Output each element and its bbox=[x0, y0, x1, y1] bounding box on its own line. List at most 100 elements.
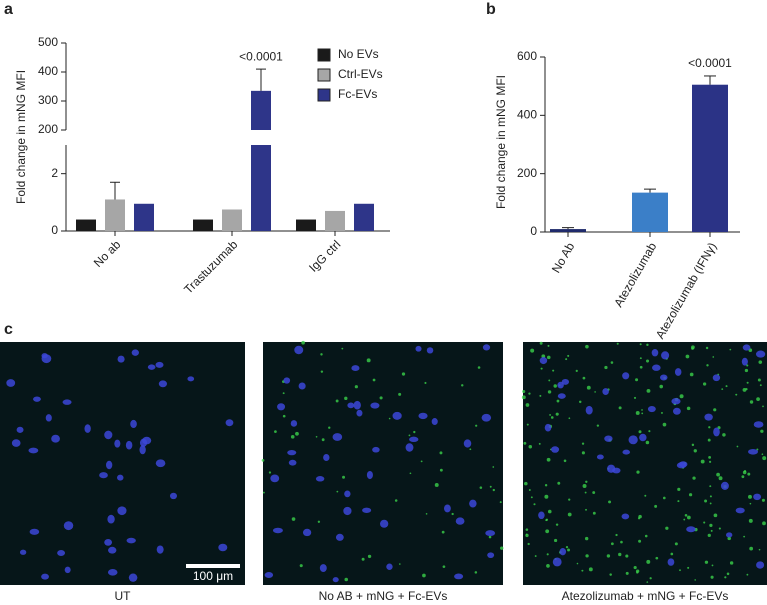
mng-signal bbox=[546, 457, 551, 462]
mng-signal bbox=[758, 360, 763, 364]
mng-signal bbox=[268, 471, 272, 474]
mng-signal bbox=[756, 397, 760, 402]
nucleus bbox=[362, 507, 372, 513]
nucleus bbox=[139, 445, 146, 455]
legend-swatch bbox=[317, 88, 331, 102]
mng-signal bbox=[372, 378, 376, 382]
mng-signal bbox=[649, 577, 652, 580]
mng-signal bbox=[549, 414, 551, 416]
mng-signal bbox=[341, 347, 344, 350]
legend-label: No EVs bbox=[338, 47, 379, 61]
nucleus bbox=[105, 460, 113, 470]
mng-signal bbox=[439, 451, 443, 455]
mng-signal bbox=[638, 539, 642, 543]
mng-signal bbox=[710, 529, 713, 532]
mng-signal bbox=[620, 540, 623, 544]
mng-signal bbox=[761, 498, 765, 502]
mng-signal bbox=[606, 554, 611, 558]
y-axis-label: Fold change in mNG MFI bbox=[494, 75, 508, 209]
mng-signal bbox=[379, 396, 383, 400]
mng-signal bbox=[539, 394, 542, 397]
nucleus bbox=[128, 573, 138, 582]
y-axis-label: Fold change in mNG MFI bbox=[14, 70, 28, 204]
nucleus bbox=[639, 433, 647, 442]
nucleus bbox=[415, 345, 422, 352]
mng-signal bbox=[461, 384, 464, 387]
x-tick-label: No ab bbox=[91, 237, 124, 270]
nucleus bbox=[672, 407, 681, 415]
mng-signal bbox=[694, 579, 696, 581]
nucleus bbox=[418, 412, 428, 420]
mng-signal bbox=[545, 518, 549, 521]
nucleus bbox=[602, 388, 609, 396]
mng-signal bbox=[553, 384, 557, 388]
nucleus bbox=[351, 365, 360, 372]
mng-signal bbox=[585, 480, 588, 483]
nucleus bbox=[156, 545, 164, 554]
mng-signal bbox=[533, 503, 536, 506]
mng-signal bbox=[758, 548, 761, 551]
mng-signal bbox=[704, 560, 709, 564]
nucleus bbox=[63, 521, 74, 531]
nucleus bbox=[33, 396, 41, 402]
nucleus bbox=[713, 427, 720, 437]
mng-signal bbox=[582, 376, 586, 380]
mng-signal bbox=[581, 451, 585, 455]
mng-signal bbox=[756, 448, 759, 451]
mng-signal bbox=[317, 520, 321, 523]
mng-signal bbox=[646, 388, 651, 393]
mng-signal bbox=[521, 395, 526, 400]
mng-signal bbox=[527, 542, 530, 546]
x-tick-label: Atezolizumab (IFNγ) bbox=[653, 240, 719, 341]
mng-signal bbox=[639, 357, 642, 360]
nucleus bbox=[372, 446, 380, 453]
mng-signal bbox=[594, 391, 596, 393]
mng-signal bbox=[425, 513, 428, 515]
mng-signal bbox=[662, 496, 666, 500]
nucleus bbox=[753, 421, 764, 428]
mng-signal bbox=[670, 552, 674, 556]
nucleus bbox=[130, 419, 137, 429]
x-tick-label: IgG ctrl bbox=[306, 237, 343, 274]
mng-signal bbox=[757, 378, 761, 382]
nucleus bbox=[596, 454, 604, 460]
nucleus bbox=[28, 447, 39, 454]
nucleus bbox=[748, 448, 759, 455]
nucleus bbox=[557, 393, 566, 399]
mng-signal bbox=[299, 564, 303, 568]
legend-swatch bbox=[317, 68, 331, 82]
y-tick-label: 200 bbox=[517, 166, 537, 180]
mng-signal bbox=[366, 358, 371, 363]
bar bbox=[692, 84, 728, 232]
mng-signal bbox=[689, 372, 694, 377]
mng-signal bbox=[691, 443, 695, 447]
nucleus bbox=[270, 474, 280, 483]
nucleus bbox=[62, 399, 72, 405]
y-tick-label: 300 bbox=[38, 93, 58, 107]
nucleus bbox=[552, 557, 562, 567]
mng-signal bbox=[648, 430, 651, 433]
mng-signal bbox=[662, 422, 667, 427]
mng-signal bbox=[625, 571, 629, 575]
nucleus bbox=[114, 439, 121, 448]
mng-signal bbox=[555, 412, 559, 416]
mng-signal bbox=[592, 491, 596, 494]
mng-signal bbox=[354, 385, 358, 389]
micrograph bbox=[0, 342, 245, 585]
nucleus bbox=[753, 493, 762, 501]
nucleus bbox=[386, 563, 393, 570]
mng-signal bbox=[636, 571, 639, 574]
mng-signal bbox=[722, 433, 726, 437]
mng-signal bbox=[442, 565, 446, 569]
mng-signal bbox=[654, 504, 658, 508]
nucleus bbox=[344, 490, 351, 498]
mng-signal bbox=[499, 501, 502, 504]
mng-signal bbox=[616, 342, 619, 345]
mng-signal bbox=[665, 526, 669, 530]
mng-signal bbox=[584, 536, 589, 541]
bar bbox=[354, 203, 374, 231]
nucleus bbox=[622, 372, 630, 380]
nucleus bbox=[319, 564, 327, 572]
mng-signal bbox=[578, 400, 582, 404]
